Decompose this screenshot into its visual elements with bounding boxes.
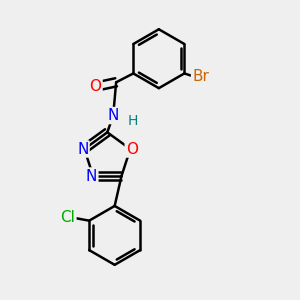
Text: N: N	[77, 142, 88, 157]
Text: Cl: Cl	[61, 210, 75, 225]
Text: O: O	[126, 142, 138, 157]
Text: O: O	[89, 79, 101, 94]
Text: N: N	[107, 108, 119, 123]
Text: H: H	[127, 114, 137, 128]
Text: Br: Br	[192, 69, 209, 84]
Text: N: N	[86, 169, 97, 184]
